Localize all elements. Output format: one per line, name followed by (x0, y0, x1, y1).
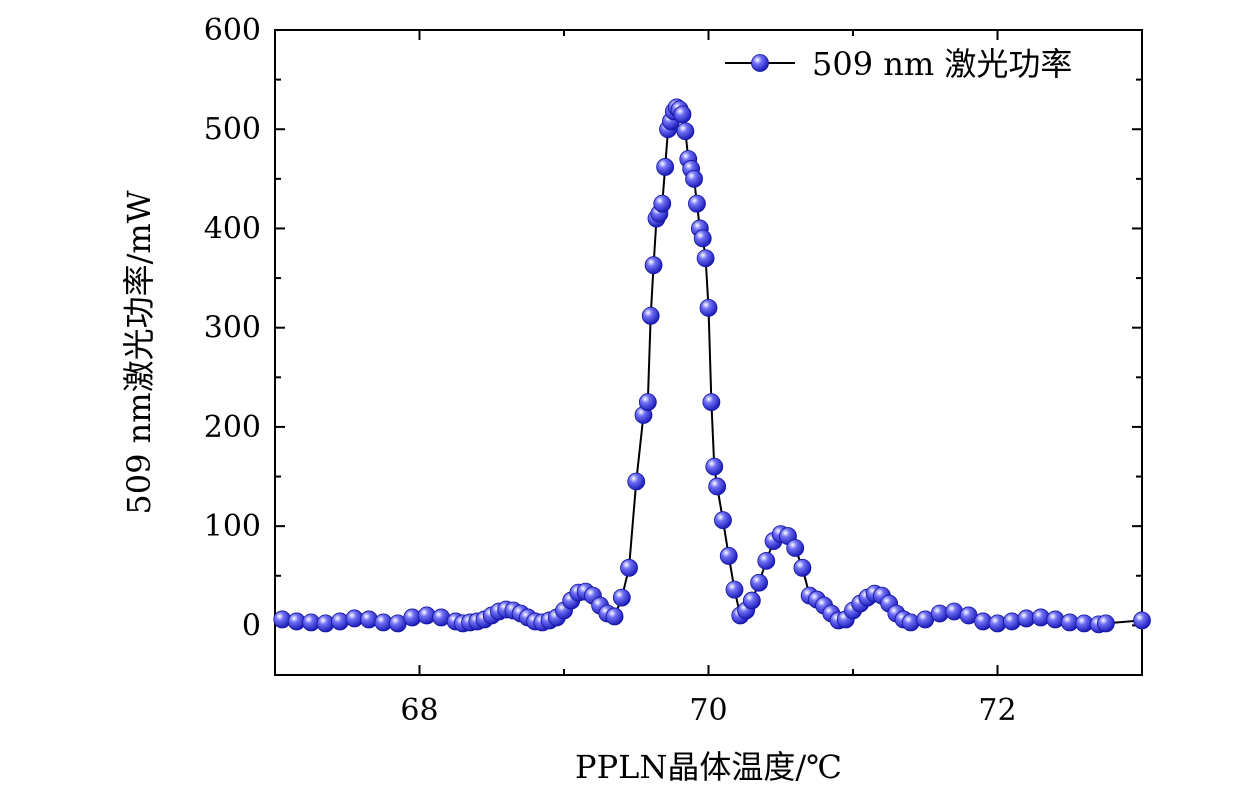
data-point (719, 547, 738, 565)
data-point (331, 612, 349, 631)
x-axis-title: PPLN晶体温度/℃ (575, 748, 842, 786)
data-point (1046, 610, 1065, 629)
data-point (688, 194, 706, 213)
y-axis-title: 509 nm激光功率/mW (120, 190, 158, 514)
data-point (696, 249, 715, 268)
y-tick-label: 500 (204, 112, 261, 147)
data-point (1003, 612, 1021, 631)
legend-marker (751, 54, 769, 72)
data-point (702, 393, 721, 412)
data-point (638, 393, 657, 412)
data-point (656, 158, 675, 176)
x-tick-label: 70 (689, 693, 727, 728)
data-point (693, 229, 712, 248)
y-tick-label: 300 (204, 311, 261, 346)
data-point (742, 591, 761, 610)
data-point (757, 551, 776, 570)
data-point (627, 472, 646, 491)
data-point (699, 298, 718, 317)
data-point (708, 477, 727, 496)
data-point (901, 613, 920, 632)
data-point (793, 558, 812, 577)
data-point (360, 610, 378, 629)
data-point (685, 169, 703, 188)
x-tick-label: 72 (978, 693, 1016, 728)
legend-label: 509 nm 激光功率 (812, 45, 1072, 83)
data-point (644, 256, 663, 275)
data-point (605, 607, 624, 626)
y-tick-label: 600 (204, 13, 261, 48)
data-point (705, 457, 724, 476)
data-point (673, 105, 692, 124)
y-tick-label: 0 (242, 608, 261, 643)
data-point (641, 306, 660, 325)
data-point (714, 511, 732, 530)
data-point (620, 558, 638, 577)
x-tick-label: 68 (400, 693, 438, 728)
legend: 509 nm 激光功率 (725, 45, 1072, 83)
series-line (282, 106, 1143, 626)
data-point (786, 539, 805, 557)
data-point (1133, 611, 1151, 630)
data-point (750, 573, 768, 592)
data-point (612, 588, 631, 607)
data-point (653, 194, 672, 213)
y-tick-label: 400 (204, 211, 261, 246)
y-tick-label: 200 (204, 410, 261, 445)
plot-frame (274, 29, 1143, 676)
data-point (676, 122, 695, 141)
data-point (1096, 614, 1115, 633)
y-tick-label: 100 (204, 509, 261, 544)
data-point (725, 580, 744, 599)
